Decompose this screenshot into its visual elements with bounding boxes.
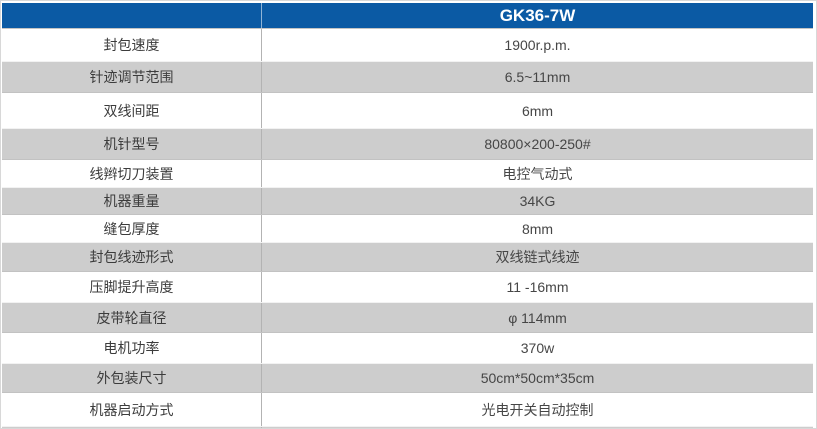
spec-label: 压脚提升高度 [2, 272, 262, 302]
spec-value: φ 114mm [508, 309, 567, 326]
spec-label-empty [2, 427, 262, 428]
spec-value: 370w [520, 340, 555, 356]
table-row: 机器重量 34KG [2, 188, 813, 215]
table-row: 皮带轮直径 φ 114mm [2, 303, 813, 333]
spec-label: 机器重量 [2, 188, 262, 214]
spec-value: 光电开关自动控制 [481, 401, 594, 418]
spec-value: 50cm*50cm*35cm [480, 370, 595, 386]
table-row: 针迹调节范围 6.5~11mm [2, 62, 813, 93]
spec-value: 6mm [521, 102, 554, 119]
table-row: 机针型号 80800×200-250# [2, 129, 813, 160]
table-row: 电机功率 370w [2, 333, 813, 364]
table-row: 封包速度 1900r.p.m. [2, 29, 813, 62]
spec-value: 8mm [521, 220, 554, 237]
table-header-row: GK36-7W [2, 3, 813, 29]
spec-value: 双线链式线迹 [495, 249, 580, 265]
header-empty-cell [2, 3, 262, 28]
spec-label: 线辫切刀装置 [2, 160, 262, 187]
spec-value: 电控气动式 [502, 165, 573, 182]
spec-value: 34KG [519, 193, 556, 209]
table-row: 压脚提升高度 11 -16mm [2, 272, 813, 303]
spec-value: 1900r.p.m. [504, 37, 571, 53]
spec-label: 针迹调节范围 [2, 62, 262, 92]
spec-label: 机器启动方式 [2, 393, 262, 426]
spec-value: 11 -16mm [506, 279, 569, 295]
table-row-cutoff [2, 427, 813, 428]
spec-label: 机针型号 [2, 129, 262, 159]
model-name: GK36-7W [499, 5, 576, 25]
table-row: 缝包厚度 8mm [2, 215, 813, 243]
spec-label: 皮带轮直径 [2, 303, 262, 332]
spec-label: 双线间距 [2, 93, 262, 128]
table-row: 机器启动方式 光电开关自动控制 [2, 393, 813, 427]
table-row: 外包装尺寸 50cm*50cm*35cm [2, 364, 813, 393]
spec-label: 外包装尺寸 [2, 364, 262, 392]
spec-value-empty [262, 427, 813, 428]
spec-table: GK36-7W 封包速度 1900r.p.m. 针迹调节范围 6.5~11mm … [2, 3, 813, 428]
table-row: 线辫切刀装置 电控气动式 [2, 160, 813, 188]
spec-label: 封包速度 [2, 29, 262, 61]
spec-value: 6.5~11mm [504, 69, 571, 85]
spec-value: 80800×200-250# [484, 136, 591, 152]
spec-label: 封包线迹形式 [2, 243, 262, 271]
table-row: 封包线迹形式 双线链式线迹 [2, 243, 813, 272]
table-row: 双线间距 6mm [2, 93, 813, 129]
spec-label: 缝包厚度 [2, 215, 262, 242]
spec-label: 电机功率 [2, 333, 262, 363]
